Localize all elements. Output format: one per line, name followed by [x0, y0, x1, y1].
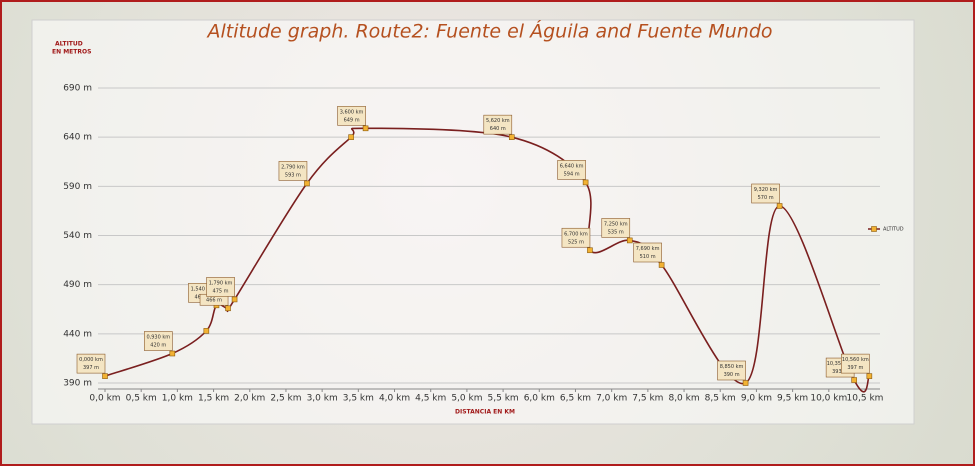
point-marker: [583, 180, 588, 185]
page: Altitude graph. Route2: Fuente el Águila…: [0, 0, 975, 466]
data-label: 9,320 km: [754, 187, 778, 193]
point-marker: [659, 263, 664, 268]
point-marker: [226, 306, 231, 311]
y-tick-label: 590 m: [63, 182, 92, 192]
x-tick-label: 5,5 km: [488, 394, 519, 404]
x-tick-label: 8,5 km: [705, 394, 736, 404]
data-label: 649 m: [344, 117, 360, 123]
x-tick-label: 10,0 km: [810, 394, 847, 404]
data-label: 7,250 km: [604, 221, 628, 227]
x-tick-label: 9,5 km: [777, 394, 808, 404]
data-label: 420 m: [150, 343, 166, 349]
data-label: 570 m: [758, 195, 774, 201]
y-tick-label: 440 m: [63, 329, 92, 339]
data-label: 7,690 km: [636, 246, 660, 252]
data-label: 6,640 km: [560, 163, 584, 169]
x-tick-label: 3,5 km: [343, 394, 374, 404]
point-marker: [852, 378, 857, 383]
data-label: 390 m: [724, 372, 740, 378]
data-label: 8,850 km: [720, 364, 744, 370]
y-tick-label: 390 m: [63, 379, 92, 389]
data-label: 397 m: [83, 365, 99, 371]
data-label: 593 m: [285, 172, 301, 178]
data-label: 466 m: [206, 297, 222, 303]
legend-marker: [872, 227, 877, 232]
x-tick-label: 4,5 km: [415, 394, 446, 404]
data-label: 525 m: [568, 239, 584, 245]
y-tick-label: 690 m: [63, 84, 92, 94]
data-label: 5,620 km: [486, 118, 510, 124]
data-label: 6,700 km: [564, 231, 588, 237]
point-marker: [587, 248, 592, 253]
x-tick-label: 7,0 km: [596, 394, 627, 404]
point-marker: [304, 181, 309, 186]
point-marker: [777, 204, 782, 209]
point-marker: [509, 135, 514, 140]
data-label: 475 m: [213, 288, 229, 294]
x-tick-label: 4,0 km: [379, 394, 410, 404]
x-tick-label: 6,5 km: [560, 394, 591, 404]
data-label: 397 m: [847, 365, 863, 371]
data-label: 640 m: [490, 126, 506, 132]
x-tick-label: 8,0 km: [668, 394, 699, 404]
x-tick-label: 5,0 km: [451, 394, 482, 404]
chart: Altitude graph. Route2: Fuente el Águila…: [0, 0, 975, 466]
data-label: 510 m: [640, 254, 656, 260]
y-tick-label: 540 m: [63, 231, 92, 241]
data-label: 535 m: [608, 229, 624, 235]
point-marker: [867, 374, 872, 379]
data-label: 0,930 km: [146, 335, 170, 341]
x-tick-label: 0,0 km: [89, 394, 120, 404]
point-marker: [743, 381, 748, 386]
y-tick-label: 490 m: [63, 280, 92, 290]
point-marker: [363, 126, 368, 131]
chart-title: Altitude graph. Route2: Fuente el Águila…: [205, 20, 772, 43]
chart-area: [32, 20, 914, 424]
data-label: 10,560 km: [842, 357, 869, 363]
y-tick-label: 640 m: [63, 133, 92, 143]
x-tick-label: 0,5 km: [126, 394, 157, 404]
legend-label: ALTITUD: [883, 227, 904, 233]
x-tick-label: 6,0 km: [524, 394, 555, 404]
point-marker: [627, 238, 632, 243]
point-marker: [103, 374, 108, 379]
y-axis-label: EN METROS: [52, 49, 91, 56]
x-tick-label: 2,0 km: [234, 394, 265, 404]
x-tick-label: 1,5 km: [198, 394, 229, 404]
point-marker: [232, 297, 237, 302]
point-marker: [204, 328, 209, 333]
data-label: 0,000 km: [79, 357, 103, 363]
x-axis-label: DISTANCIA EN KM: [455, 409, 515, 416]
x-tick-label: 2,5 km: [270, 394, 301, 404]
point-marker: [170, 351, 175, 356]
x-tick-label: 3,0 km: [307, 394, 338, 404]
data-label: 3,600 km: [340, 109, 364, 115]
data-label: 2,790 km: [281, 164, 305, 170]
y-axis-label: ALTITUD: [55, 41, 83, 48]
data-label: 594 m: [564, 171, 580, 177]
x-tick-label: 9,0 km: [741, 394, 772, 404]
data-label: 1,790 km: [209, 280, 233, 286]
point-marker: [349, 135, 354, 140]
x-tick-label: 1,0 km: [162, 394, 193, 404]
x-tick-label: 10,5 km: [847, 394, 884, 404]
x-tick-label: 7,5 km: [632, 394, 663, 404]
